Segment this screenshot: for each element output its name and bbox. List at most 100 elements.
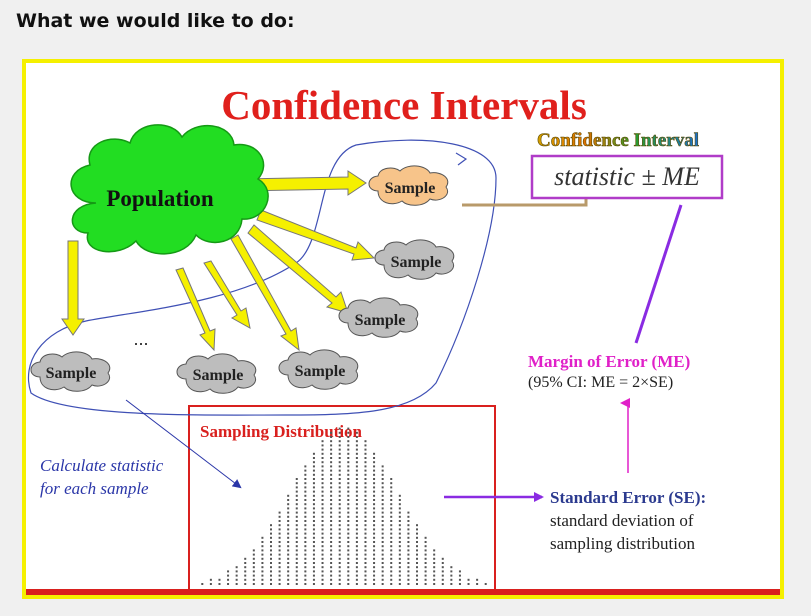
- histogram-dot: [398, 541, 401, 543]
- histogram-dot: [227, 578, 230, 581]
- histogram-dot: [355, 444, 358, 447]
- histogram-dot: [347, 545, 350, 548]
- histogram-dot: [347, 515, 350, 518]
- histogram-dot: [467, 583, 470, 585]
- histogram-dot: [373, 536, 376, 539]
- histogram-dot: [364, 524, 367, 527]
- histogram-dot: [458, 583, 461, 585]
- histogram-dot: [381, 532, 384, 535]
- population-label: Population: [106, 186, 214, 211]
- histogram-dot: [278, 557, 281, 560]
- histogram-dot: [338, 465, 341, 468]
- histogram-dot: [416, 578, 418, 581]
- histogram-dot: [390, 486, 393, 489]
- histogram-dot: [407, 549, 410, 552]
- histogram-dot: [398, 532, 401, 535]
- histogram-dot: [381, 507, 384, 510]
- histogram-dot: [338, 452, 341, 455]
- histogram-dot: [381, 562, 384, 564]
- histogram-dot: [381, 583, 384, 585]
- histogram-dot: [364, 583, 367, 585]
- histogram-dot: [321, 536, 324, 539]
- histogram-dot: [347, 583, 350, 585]
- histogram-dot: [295, 566, 298, 569]
- histogram-dot: [373, 566, 376, 569]
- histogram-dot: [390, 566, 393, 569]
- histogram-dot: [252, 574, 255, 577]
- histogram-dot: [347, 570, 350, 573]
- histogram-dot: [295, 574, 298, 577]
- histogram-dot: [364, 465, 367, 468]
- histogram-dot: [424, 562, 427, 564]
- histogram-dot: [407, 515, 410, 518]
- histogram-dot: [355, 448, 358, 451]
- histogram-dot: [321, 515, 324, 518]
- histogram-dot: [373, 478, 376, 480]
- histogram-dot: [398, 566, 401, 569]
- histogram-dot: [424, 541, 427, 543]
- histogram-dot: [235, 574, 238, 577]
- histogram-dot: [338, 494, 341, 497]
- histogram-dot: [287, 532, 290, 535]
- histogram-dot: [330, 490, 333, 493]
- histogram-dot: [330, 478, 333, 480]
- histogram-dot: [381, 473, 384, 476]
- histogram-dot: [252, 566, 255, 569]
- histogram-dot: [373, 532, 376, 535]
- histogram-dot: [364, 549, 367, 552]
- histogram-dot: [398, 520, 401, 522]
- histogram-dot: [252, 557, 255, 560]
- histogram-dot: [244, 570, 247, 573]
- histogram-dot: [373, 578, 376, 581]
- histogram-dot: [364, 570, 367, 573]
- histogram-dot: [416, 574, 418, 577]
- histogram-dot: [304, 574, 307, 577]
- sample-cloud-3: Sample: [338, 297, 419, 338]
- sample-label-5: Sample: [193, 367, 244, 384]
- histogram-dot: [338, 553, 341, 556]
- histogram-dot: [330, 511, 333, 514]
- histogram-dot: [295, 562, 298, 564]
- histogram-dot: [347, 431, 350, 434]
- histogram-dot: [373, 541, 376, 543]
- ellipsis: ...: [133, 329, 148, 349]
- histogram-dot: [295, 511, 298, 514]
- histogram-dot: [295, 583, 298, 585]
- histogram-dot: [347, 478, 350, 480]
- arrow-to-sample-4: [230, 234, 300, 352]
- histogram-dot: [381, 528, 384, 531]
- histogram-dot: [355, 528, 358, 531]
- histogram-dot: [398, 524, 401, 527]
- histogram-dot: [338, 473, 341, 476]
- histogram-dot: [312, 557, 315, 560]
- histogram-dot: [390, 520, 393, 522]
- histogram-dot: [373, 452, 376, 455]
- histogram-dot: [381, 515, 384, 518]
- histogram-dot: [321, 452, 324, 455]
- histogram-dot: [312, 494, 315, 497]
- histogram-dot: [398, 515, 401, 518]
- histogram-dot: [330, 578, 333, 581]
- histogram-dot: [278, 578, 281, 581]
- histogram-dot: [355, 507, 358, 510]
- histogram-dot: [355, 431, 358, 434]
- histogram-dot: [321, 444, 324, 447]
- histogram-dot: [347, 499, 350, 501]
- histogram-dot: [244, 566, 247, 569]
- histogram-dot: [458, 570, 461, 573]
- sample-cloud-6: Sample: [30, 351, 111, 392]
- histogram-dot: [373, 520, 376, 522]
- histogram-dot: [398, 553, 401, 556]
- histogram-dot: [338, 507, 341, 510]
- histogram-dot: [398, 562, 401, 564]
- histogram-dot: [330, 452, 333, 455]
- histogram-dot: [390, 482, 393, 485]
- histogram-dot: [304, 557, 307, 560]
- histogram-dot: [424, 536, 427, 539]
- histogram-dot: [355, 457, 358, 459]
- histogram-dot: [450, 578, 453, 581]
- histogram-dot: [235, 578, 238, 581]
- histogram-dot: [433, 578, 436, 581]
- calc-note-line-1: Calculate statistic: [40, 456, 164, 475]
- histogram-dot: [270, 541, 272, 543]
